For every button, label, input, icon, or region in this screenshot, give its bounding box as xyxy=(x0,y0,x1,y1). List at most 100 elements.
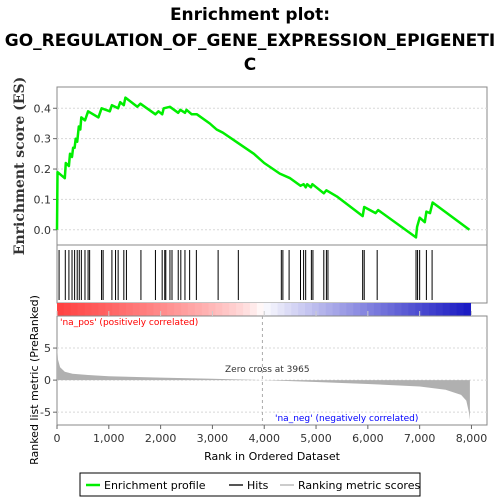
plot-title-line-1: Enrichment plot: xyxy=(170,5,330,25)
color-band-segment xyxy=(339,303,347,316)
color-band-segment xyxy=(311,303,320,316)
color-band-segment xyxy=(174,303,182,316)
x-tick-label: 6,000 xyxy=(352,432,384,445)
color-band-segment xyxy=(435,303,444,316)
legend-label-ranking: Ranking metric scores xyxy=(298,479,420,492)
color-band-segment xyxy=(132,303,141,316)
ranked-metric-y-axis-label: Ranked list metric (PreRanked) xyxy=(28,295,41,465)
x-tick-label: 3,000 xyxy=(197,432,229,445)
color-band-segment xyxy=(70,303,79,316)
color-band-segment xyxy=(119,303,127,316)
ranked-metric-tick-label: 0 xyxy=(44,374,51,387)
es-y-axis-label: Enrichment score (ES) xyxy=(12,77,28,255)
legend-label-enrichment: Enrichment profile xyxy=(104,479,206,492)
hits-lines xyxy=(58,250,433,300)
x-tick-label: 8,000 xyxy=(456,432,488,445)
es-tick-label: 0.1 xyxy=(34,193,52,206)
color-band-segment xyxy=(236,303,244,316)
plot-title-line-2: GO_REGULATION_OF_GENE_EXPRESSION_EPIGENE… xyxy=(5,31,495,51)
color-band-segment xyxy=(84,303,93,316)
color-band-segment xyxy=(422,303,430,316)
color-band-segment xyxy=(215,303,223,316)
ranked-metric-y-ticks: 5 0 -5 xyxy=(40,342,57,419)
color-band-segment xyxy=(463,303,472,316)
ranked-metric-area xyxy=(57,344,470,420)
ranked-metric-tick-label: 5 xyxy=(44,342,51,355)
color-band-segment xyxy=(318,303,327,316)
color-band-segment xyxy=(380,303,389,316)
color-band-segment xyxy=(277,303,285,316)
color-band-segment xyxy=(346,303,354,316)
na-neg-label: 'na_neg' (negatively correlated) xyxy=(275,414,418,424)
na-pos-label: 'na_pos' (positively correlated) xyxy=(60,318,198,328)
color-band-segment xyxy=(57,303,65,316)
color-band-segment xyxy=(408,303,416,316)
color-band-segment xyxy=(243,303,251,316)
ranked-metric-tick-label: -5 xyxy=(40,406,51,419)
legend-item-enrichment: Enrichment profile xyxy=(86,479,206,492)
color-band-segment xyxy=(105,303,113,316)
color-band-segment xyxy=(256,303,265,316)
rank-color-band xyxy=(57,303,472,316)
es-tick-label: 0.4 xyxy=(34,102,52,115)
color-band-segment xyxy=(353,303,361,316)
color-band-segment xyxy=(91,303,99,316)
ranked-metric-gridlines xyxy=(56,311,487,413)
ranked-metric-x-ticks: 0 1,000 2,000 3,000 4,000 5,000 6,000 7,000 8,00… xyxy=(54,425,488,445)
ranked-metric-panel xyxy=(56,315,488,426)
es-y-ticks: 0.4 0.3 0.2 0.1 0.0 xyxy=(34,102,57,237)
x-tick-label: 7,000 xyxy=(404,432,436,445)
color-band-segment xyxy=(194,303,203,316)
color-band-segment xyxy=(298,303,306,316)
color-band-segment xyxy=(373,303,382,316)
color-band-segment xyxy=(160,303,168,316)
hits-panel xyxy=(56,244,488,304)
color-band-segment xyxy=(125,303,134,316)
zero-cross-label: Zero cross at 3965 xyxy=(225,365,310,375)
color-band-segment xyxy=(98,303,106,316)
es-tick-label: 0.0 xyxy=(34,224,52,237)
color-band-segment xyxy=(429,303,437,316)
color-band-segment xyxy=(77,303,86,316)
x-tick-label: 0 xyxy=(54,432,61,445)
color-band-segment xyxy=(305,303,313,316)
color-band-segment xyxy=(325,303,334,316)
color-band-segment xyxy=(263,303,272,316)
color-band-segment xyxy=(415,303,423,316)
color-band-segment xyxy=(291,303,299,316)
color-band-segment xyxy=(146,303,155,316)
legend-item-ranking: Ranking metric scores xyxy=(280,479,420,492)
x-tick-label: 4,000 xyxy=(248,432,280,445)
color-band-segment xyxy=(167,303,175,316)
es-tick-label: 0.3 xyxy=(34,133,52,146)
color-band-segment xyxy=(442,303,451,316)
color-band-segment xyxy=(394,303,403,316)
x-tick-label: 2,000 xyxy=(145,432,177,445)
color-band-segment xyxy=(153,303,161,316)
color-band-segment xyxy=(222,303,230,316)
legend-label-hits: Hits xyxy=(247,479,269,492)
color-band-segment xyxy=(63,303,72,316)
x-tick-label: 5,000 xyxy=(300,432,332,445)
color-band-segment xyxy=(201,303,210,316)
legend xyxy=(79,472,421,497)
color-band-segment xyxy=(112,303,120,316)
color-band-segment xyxy=(456,303,465,316)
color-band-segment xyxy=(229,303,237,316)
color-band-segment xyxy=(249,303,258,316)
color-band-segment xyxy=(284,303,292,316)
color-band-segment xyxy=(387,303,396,316)
color-band-segment xyxy=(187,303,196,316)
color-band-segment xyxy=(208,303,217,316)
color-band-segment xyxy=(449,303,458,316)
plot-title-line-3: C xyxy=(244,55,256,75)
color-band-segment xyxy=(270,303,279,316)
es-panel xyxy=(56,86,488,246)
color-band-segment xyxy=(332,303,341,316)
color-band-segment xyxy=(360,303,368,316)
es-tick-label: 0.2 xyxy=(34,163,52,176)
color-band-segment xyxy=(139,303,148,316)
enrichment-profile-line xyxy=(55,96,471,239)
x-axis-label: Rank in Ordered Dataset xyxy=(204,450,341,463)
